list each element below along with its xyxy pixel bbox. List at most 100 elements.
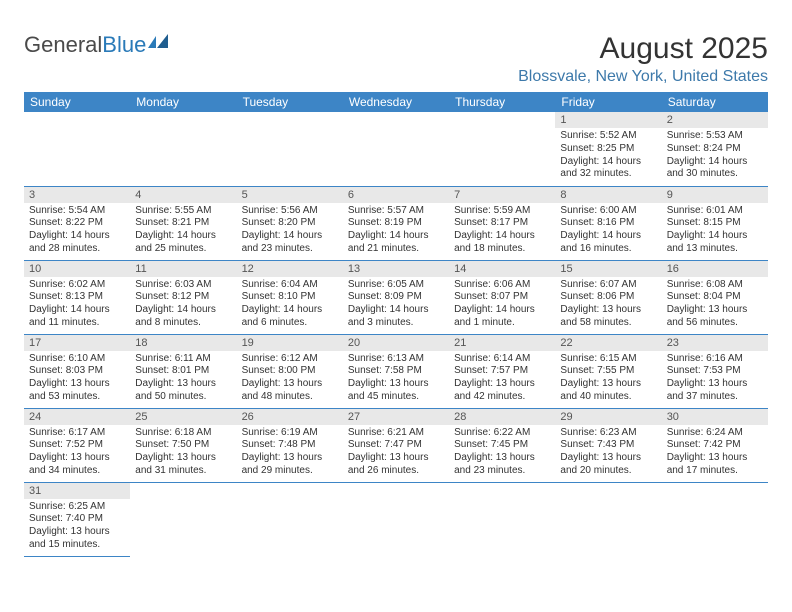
day-number: 6 (343, 187, 449, 203)
calendar-week-row: 24Sunrise: 6:17 AMSunset: 7:52 PMDayligh… (24, 408, 768, 482)
calendar-cell (343, 112, 449, 186)
day-details: Sunrise: 6:12 AMSunset: 8:00 PMDaylight:… (237, 351, 343, 407)
calendar-cell: 2Sunrise: 5:53 AMSunset: 8:24 PMDaylight… (662, 112, 768, 186)
day-details: Sunrise: 5:55 AMSunset: 8:21 PMDaylight:… (130, 203, 236, 259)
calendar-cell: 4Sunrise: 5:55 AMSunset: 8:21 PMDaylight… (130, 186, 236, 260)
day-number: 13 (343, 261, 449, 277)
calendar-cell (343, 482, 449, 556)
calendar-cell: 1Sunrise: 5:52 AMSunset: 8:25 PMDaylight… (555, 112, 661, 186)
day-number: 22 (555, 335, 661, 351)
day-details: Sunrise: 6:22 AMSunset: 7:45 PMDaylight:… (449, 425, 555, 481)
day-number: 9 (662, 187, 768, 203)
day-number: 28 (449, 409, 555, 425)
day-number: 26 (237, 409, 343, 425)
calendar-cell: 5Sunrise: 5:56 AMSunset: 8:20 PMDaylight… (237, 186, 343, 260)
day-number: 10 (24, 261, 130, 277)
day-number: 23 (662, 335, 768, 351)
calendar-cell (24, 112, 130, 186)
day-number: 20 (343, 335, 449, 351)
weekday-header: Wednesday (343, 92, 449, 112)
calendar-cell: 6Sunrise: 5:57 AMSunset: 8:19 PMDaylight… (343, 186, 449, 260)
calendar-cell: 29Sunrise: 6:23 AMSunset: 7:43 PMDayligh… (555, 408, 661, 482)
day-number: 1 (555, 112, 661, 128)
day-number: 4 (130, 187, 236, 203)
day-number: 31 (24, 483, 130, 499)
day-details: Sunrise: 6:11 AMSunset: 8:01 PMDaylight:… (130, 351, 236, 407)
day-details: Sunrise: 6:23 AMSunset: 7:43 PMDaylight:… (555, 425, 661, 481)
day-number: 11 (130, 261, 236, 277)
day-details: Sunrise: 6:16 AMSunset: 7:53 PMDaylight:… (662, 351, 768, 407)
weekday-header: Thursday (449, 92, 555, 112)
calendar-cell: 20Sunrise: 6:13 AMSunset: 7:58 PMDayligh… (343, 334, 449, 408)
calendar-cell: 22Sunrise: 6:15 AMSunset: 7:55 PMDayligh… (555, 334, 661, 408)
day-details: Sunrise: 6:04 AMSunset: 8:10 PMDaylight:… (237, 277, 343, 333)
calendar-cell: 11Sunrise: 6:03 AMSunset: 8:12 PMDayligh… (130, 260, 236, 334)
weekday-header: Monday (130, 92, 236, 112)
day-number: 19 (237, 335, 343, 351)
calendar-cell: 3Sunrise: 5:54 AMSunset: 8:22 PMDaylight… (24, 186, 130, 260)
day-number: 15 (555, 261, 661, 277)
day-details: Sunrise: 5:54 AMSunset: 8:22 PMDaylight:… (24, 203, 130, 259)
weekday-header-row: SundayMondayTuesdayWednesdayThursdayFrid… (24, 92, 768, 112)
calendar-cell: 26Sunrise: 6:19 AMSunset: 7:48 PMDayligh… (237, 408, 343, 482)
flag-icon (148, 28, 170, 42)
calendar-cell: 28Sunrise: 6:22 AMSunset: 7:45 PMDayligh… (449, 408, 555, 482)
day-number: 18 (130, 335, 236, 351)
weekday-header: Sunday (24, 92, 130, 112)
day-details: Sunrise: 6:19 AMSunset: 7:48 PMDaylight:… (237, 425, 343, 481)
calendar-cell: 25Sunrise: 6:18 AMSunset: 7:50 PMDayligh… (130, 408, 236, 482)
day-details: Sunrise: 6:15 AMSunset: 7:55 PMDaylight:… (555, 351, 661, 407)
day-details: Sunrise: 5:56 AMSunset: 8:20 PMDaylight:… (237, 203, 343, 259)
calendar-cell (449, 482, 555, 556)
calendar-table: SundayMondayTuesdayWednesdayThursdayFrid… (24, 92, 768, 557)
day-details: Sunrise: 6:03 AMSunset: 8:12 PMDaylight:… (130, 277, 236, 333)
month-title: August 2025 (518, 32, 768, 66)
day-number: 25 (130, 409, 236, 425)
brand-part1: General (24, 32, 102, 58)
day-details: Sunrise: 6:21 AMSunset: 7:47 PMDaylight:… (343, 425, 449, 481)
day-number: 21 (449, 335, 555, 351)
day-details: Sunrise: 6:07 AMSunset: 8:06 PMDaylight:… (555, 277, 661, 333)
day-number: 7 (449, 187, 555, 203)
day-number: 8 (555, 187, 661, 203)
calendar-cell: 23Sunrise: 6:16 AMSunset: 7:53 PMDayligh… (662, 334, 768, 408)
day-number: 17 (24, 335, 130, 351)
day-details: Sunrise: 6:01 AMSunset: 8:15 PMDaylight:… (662, 203, 768, 259)
weekday-header: Saturday (662, 92, 768, 112)
calendar-cell: 10Sunrise: 6:02 AMSunset: 8:13 PMDayligh… (24, 260, 130, 334)
weekday-header: Friday (555, 92, 661, 112)
calendar-cell: 13Sunrise: 6:05 AMSunset: 8:09 PMDayligh… (343, 260, 449, 334)
title-block: August 2025 Blossvale, New York, United … (518, 32, 768, 86)
brand-logo: GeneralBlue (24, 32, 170, 58)
header: GeneralBlue August 2025 Blossvale, New Y… (24, 32, 768, 86)
day-details: Sunrise: 6:05 AMSunset: 8:09 PMDaylight:… (343, 277, 449, 333)
calendar-week-row: 1Sunrise: 5:52 AMSunset: 8:25 PMDaylight… (24, 112, 768, 186)
day-details: Sunrise: 6:00 AMSunset: 8:16 PMDaylight:… (555, 203, 661, 259)
day-details: Sunrise: 6:02 AMSunset: 8:13 PMDaylight:… (24, 277, 130, 333)
brand-part2: Blue (102, 32, 146, 58)
day-details: Sunrise: 6:17 AMSunset: 7:52 PMDaylight:… (24, 425, 130, 481)
calendar-cell (237, 482, 343, 556)
day-number: 2 (662, 112, 768, 128)
calendar-cell: 7Sunrise: 5:59 AMSunset: 8:17 PMDaylight… (449, 186, 555, 260)
day-number: 29 (555, 409, 661, 425)
day-number: 3 (24, 187, 130, 203)
calendar-cell: 27Sunrise: 6:21 AMSunset: 7:47 PMDayligh… (343, 408, 449, 482)
day-details: Sunrise: 5:59 AMSunset: 8:17 PMDaylight:… (449, 203, 555, 259)
day-number: 14 (449, 261, 555, 277)
day-number: 30 (662, 409, 768, 425)
day-details: Sunrise: 5:53 AMSunset: 8:24 PMDaylight:… (662, 128, 768, 184)
calendar-cell (662, 482, 768, 556)
calendar-cell: 17Sunrise: 6:10 AMSunset: 8:03 PMDayligh… (24, 334, 130, 408)
day-details: Sunrise: 6:24 AMSunset: 7:42 PMDaylight:… (662, 425, 768, 481)
calendar-week-row: 3Sunrise: 5:54 AMSunset: 8:22 PMDaylight… (24, 186, 768, 260)
calendar-cell: 8Sunrise: 6:00 AMSunset: 8:16 PMDaylight… (555, 186, 661, 260)
day-details: Sunrise: 6:06 AMSunset: 8:07 PMDaylight:… (449, 277, 555, 333)
weekday-header: Tuesday (237, 92, 343, 112)
day-details: Sunrise: 6:25 AMSunset: 7:40 PMDaylight:… (24, 499, 130, 555)
calendar-cell: 31Sunrise: 6:25 AMSunset: 7:40 PMDayligh… (24, 482, 130, 556)
calendar-cell (130, 112, 236, 186)
calendar-cell: 21Sunrise: 6:14 AMSunset: 7:57 PMDayligh… (449, 334, 555, 408)
calendar-cell (130, 482, 236, 556)
calendar-cell: 12Sunrise: 6:04 AMSunset: 8:10 PMDayligh… (237, 260, 343, 334)
